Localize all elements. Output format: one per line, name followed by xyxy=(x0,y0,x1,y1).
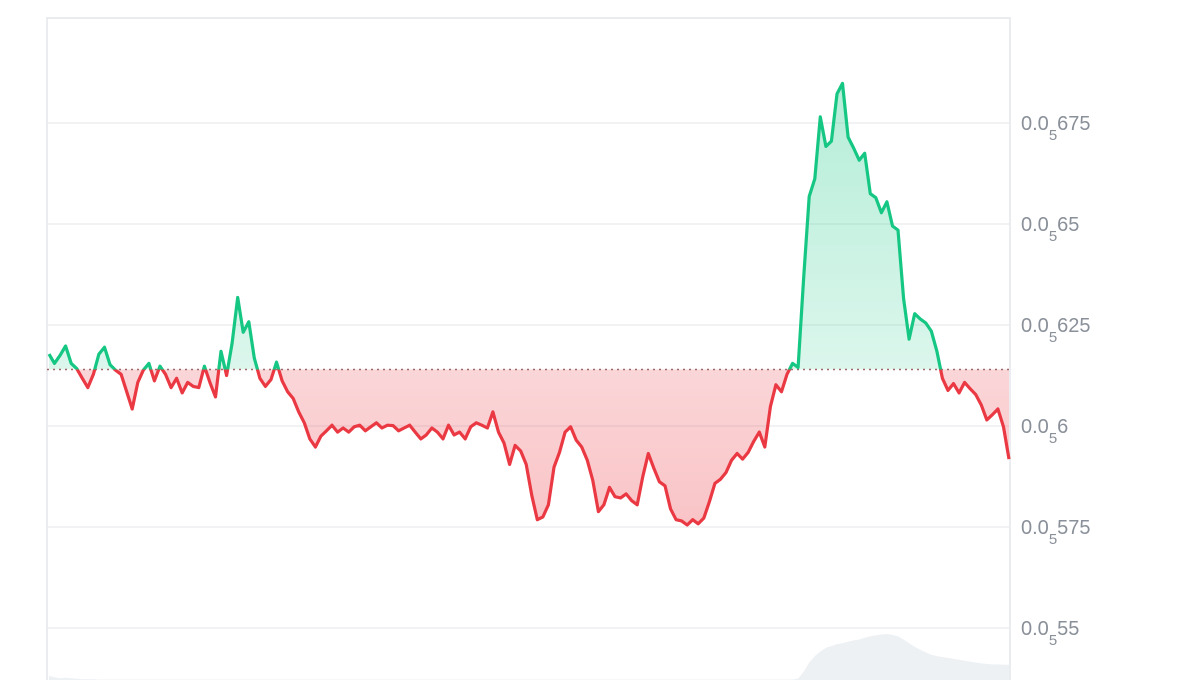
y-tick-prefix: 0.0 xyxy=(1021,113,1049,135)
price-area-fills xyxy=(49,83,1009,525)
y-tick-suffix: 65 xyxy=(1057,214,1079,236)
y-tick-suffix: 55 xyxy=(1057,618,1079,640)
plot-frame xyxy=(46,17,1011,680)
price-line-above xyxy=(47,81,943,370)
price-lines xyxy=(47,81,1011,527)
volume-area xyxy=(49,634,1009,680)
y-tick-suffix: 6 xyxy=(1057,416,1068,438)
y-tick-suffix: 625 xyxy=(1057,315,1090,337)
volume-shape xyxy=(49,634,1009,680)
y-tick-prefix: 0.0 xyxy=(1021,416,1049,438)
y-tick-label: 0.0565 xyxy=(1021,214,1079,245)
price-line-below xyxy=(75,369,1011,527)
y-tick-subscript: 5 xyxy=(1049,430,1057,447)
y-tick-subscript: 5 xyxy=(1049,228,1057,245)
area-fill-above xyxy=(49,83,1009,370)
y-tick-label: 0.05575 xyxy=(1021,517,1091,548)
y-tick-prefix: 0.0 xyxy=(1021,517,1049,539)
y-tick-subscript: 5 xyxy=(1049,632,1057,649)
y-tick-label: 0.056 xyxy=(1021,416,1068,447)
y-tick-subscript: 5 xyxy=(1049,127,1057,144)
y-tick-label: 0.0555 xyxy=(1021,618,1079,649)
y-tick-suffix: 575 xyxy=(1057,517,1090,539)
y-tick-label: 0.05625 xyxy=(1021,315,1091,346)
y-tick-subscript: 5 xyxy=(1049,531,1057,548)
y-tick-prefix: 0.0 xyxy=(1021,618,1049,640)
y-tick-prefix: 0.0 xyxy=(1021,315,1049,337)
area-fill-below xyxy=(77,369,1009,525)
y-tick-subscript: 5 xyxy=(1049,329,1057,346)
y-tick-prefix: 0.0 xyxy=(1021,214,1049,236)
y-tick-label: 0.05675 xyxy=(1021,113,1091,144)
y-tick-suffix: 675 xyxy=(1057,113,1090,135)
